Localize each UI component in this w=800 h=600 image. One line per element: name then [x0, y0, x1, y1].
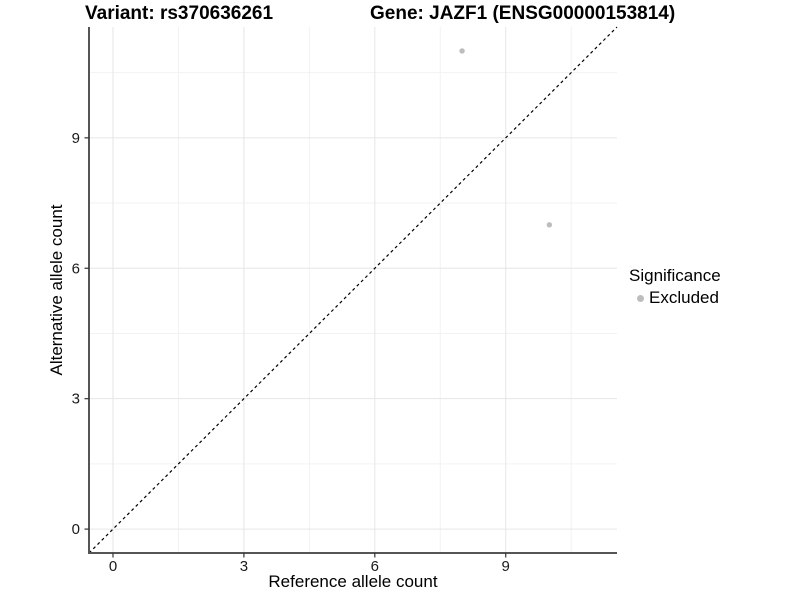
x-tick-label: 0	[109, 558, 117, 575]
x-tick-label: 9	[502, 558, 510, 575]
x-axis-title: Reference allele count	[268, 572, 438, 591]
data-point	[459, 48, 465, 54]
data-point	[546, 222, 553, 228]
y-tick-label: 0	[72, 521, 80, 538]
excluded-point-icon	[637, 294, 644, 302]
legend-title: Significance	[629, 266, 721, 285]
legend: Significance Excluded	[629, 266, 721, 308]
identity-line	[88, 26, 618, 554]
y-tick-label: 3	[72, 391, 80, 408]
x-tick-label: 6	[371, 558, 379, 575]
y-tick-label: 6	[72, 260, 80, 277]
gene-title: Gene: JAZF1 (ENSG00000153814)	[370, 3, 676, 24]
legend-entry-excluded: Excluded	[629, 288, 721, 308]
y-axis-title: Alternative allele count	[47, 204, 66, 376]
x-tick-label: 3	[240, 558, 248, 575]
legend-entry-label: Excluded	[649, 288, 719, 307]
variant-title: Variant: rs370636261	[85, 3, 274, 24]
y-tick-label: 9	[72, 130, 80, 147]
